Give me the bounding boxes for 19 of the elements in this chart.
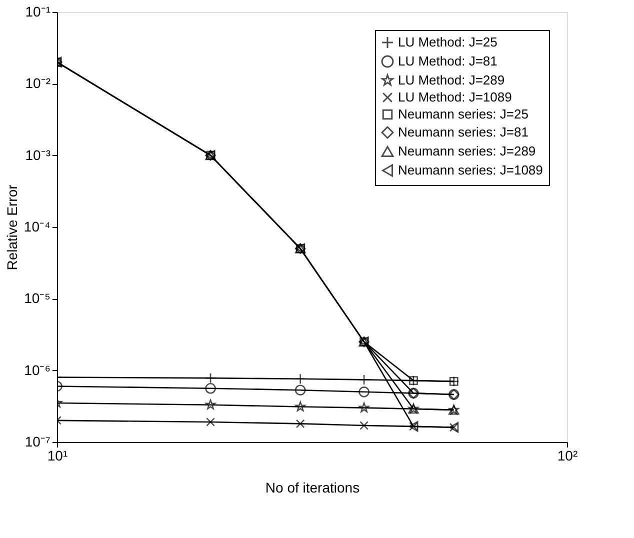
x-tick-label: 10¹ [47,448,68,464]
legend-label: LU Method: J=1089 [398,90,512,104]
legend-label: Neumann series: J=1089 [398,162,543,178]
legend-label: LU Method: J=81 [398,54,498,68]
legend-label: Neumann series: J=289 [398,144,536,158]
y-tick-label: 10⁻¹ [25,4,51,20]
y-tick-label: 10⁻² [25,75,51,92]
y-axis-title: Relative Error [4,184,20,270]
legend-label: Neumann series: J=81 [398,124,528,140]
y-tick-label: 10⁻⁶ [24,362,50,378]
y-tick-label: 10⁻⁵ [24,290,50,306]
y-tick-label: 10⁻³ [25,146,51,163]
y-tick-label: 10⁻⁷ [24,434,50,450]
legend-label: LU Method: J=289 [398,72,505,88]
legend-label: LU Method: J=25 [398,34,498,50]
legend-label: Neumann series: J=25 [398,106,528,122]
x-axis-title: No of iterations [265,480,360,496]
y-tick-label: 10⁻⁴ [24,218,50,234]
x-tick-label: 10² [557,448,578,464]
